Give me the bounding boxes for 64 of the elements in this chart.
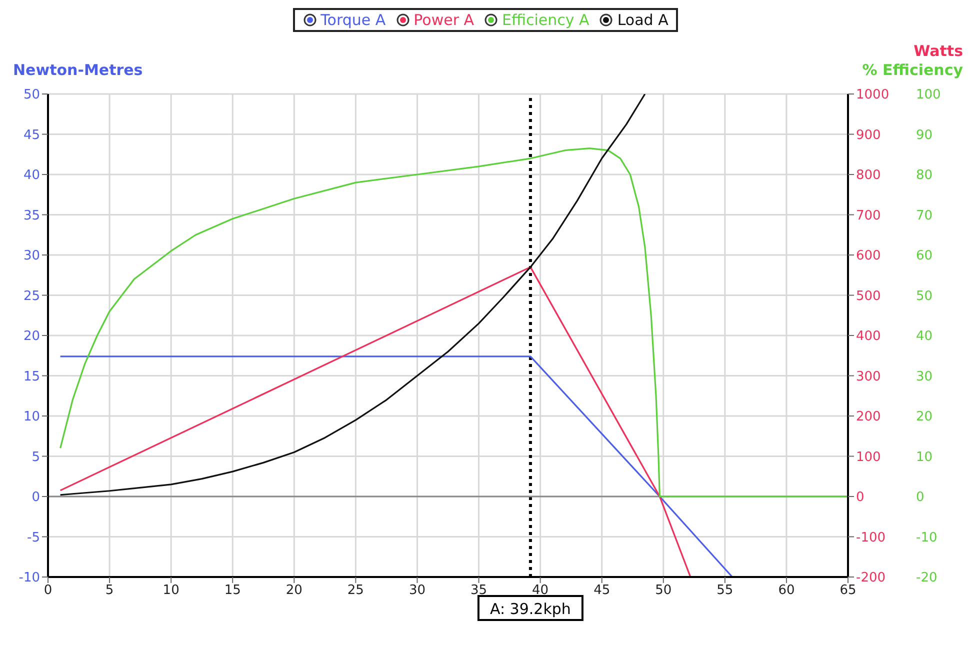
y2-tick-label: 100 — [856, 450, 881, 465]
y2-tick-label: 400 — [856, 329, 881, 344]
legend-label: Efficiency A — [501, 11, 590, 29]
line-series — [60, 148, 848, 498]
x-tick-label: 5 — [105, 583, 114, 598]
y-tick-label: 35 — [23, 208, 40, 224]
y2-tick-label: 600 — [856, 248, 881, 264]
y3-tick-label: 30 — [916, 369, 933, 384]
ref-line-label: A: 39.2kph — [490, 600, 571, 618]
y3-tick-label: 90 — [916, 128, 933, 143]
x-tick-label: 45 — [594, 583, 610, 598]
y3-tick-label: 40 — [916, 329, 933, 344]
y-tick-label: 25 — [23, 288, 40, 304]
y-tick-label: 20 — [23, 329, 40, 344]
y-tick-label: 10 — [23, 410, 40, 425]
line-series — [60, 266, 692, 577]
x-tick-label: 50 — [655, 583, 672, 598]
y2-axis-title: Watts — [914, 42, 963, 60]
y3-tick-label: 60 — [916, 248, 933, 264]
y3-tick-label: -20 — [916, 570, 938, 586]
y-tick-label: 30 — [23, 248, 40, 264]
y2-tick-label: 500 — [856, 288, 881, 304]
y3-tick-label: -10 — [916, 530, 938, 546]
y-axis-title: Newton-Metres — [13, 61, 143, 79]
y-tick-label: -10 — [18, 570, 40, 586]
y2-tick-label: 700 — [856, 208, 881, 224]
y3-tick-label: 70 — [916, 208, 933, 224]
y3-tick-label: 10 — [916, 450, 933, 465]
legend-label: Torque A — [320, 11, 386, 29]
y2-tick-label: 900 — [856, 128, 881, 143]
y3-tick-label: 80 — [916, 168, 933, 184]
y2-tick-label: -200 — [856, 570, 886, 586]
y3-tick-label: 100 — [916, 88, 941, 103]
x-tick-label: 10 — [162, 583, 180, 598]
y2-tick-label: -100 — [856, 530, 886, 546]
y-tick-label: 5 — [32, 450, 40, 465]
x-tick-label: 0 — [44, 583, 52, 598]
y-tick-label: 0 — [32, 490, 40, 506]
y3-axis-title: % Efficiency — [862, 61, 963, 79]
legend-label: Load A — [616, 11, 668, 29]
line-series — [60, 94, 646, 496]
y2-tick-label: 1000 — [856, 88, 890, 103]
x-tick-label: 65 — [840, 583, 856, 598]
x-tick-label: 35 — [470, 583, 488, 598]
y-tick-label: 45 — [23, 128, 40, 143]
y-tick-label: -5 — [27, 530, 40, 546]
y2-tick-label: 800 — [856, 168, 881, 184]
y3-tick-label: 0 — [916, 490, 924, 506]
x-tick-label: 55 — [716, 583, 734, 598]
y-tick-label: 50 — [23, 88, 40, 103]
y-tick-label: 40 — [23, 168, 40, 184]
x-tick-label: 30 — [408, 583, 426, 598]
x-tick-label: 25 — [347, 583, 364, 598]
x-tick-label: 15 — [224, 583, 241, 598]
x-tick-label: 60 — [778, 583, 795, 598]
y3-tick-label: 50 — [916, 288, 933, 304]
y2-tick-label: 300 — [856, 369, 881, 384]
y2-tick-label: 0 — [856, 490, 864, 506]
legend-label: Power A — [412, 11, 474, 29]
x-tick-label: 20 — [286, 583, 302, 598]
y-tick-label: 15 — [23, 369, 40, 384]
y3-tick-label: 20 — [916, 410, 933, 425]
x-tick-label: 40 — [532, 583, 549, 598]
y2-tick-label: 200 — [856, 410, 881, 425]
